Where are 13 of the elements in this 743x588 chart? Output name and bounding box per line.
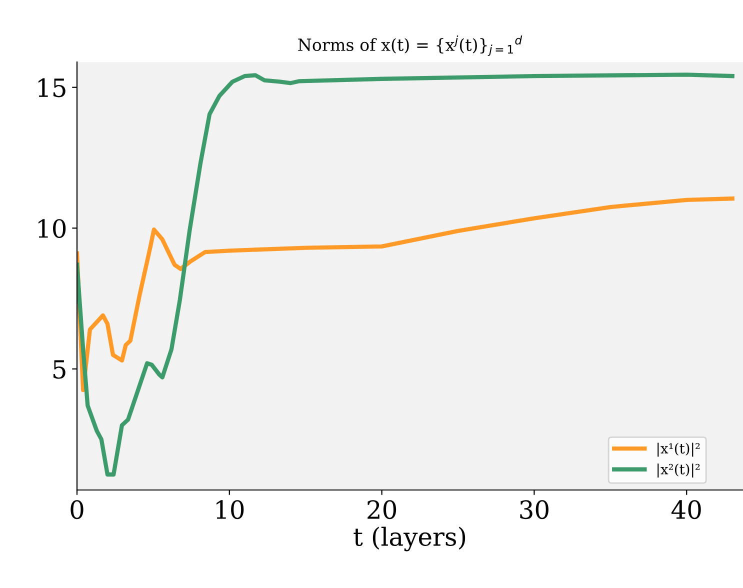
line-series (77, 72, 734, 477)
x-axis-title: t (layers) (354, 526, 466, 552)
legend-label: |x¹(t)|² (658, 442, 700, 457)
y-tick-label: 10 (38, 219, 66, 238)
y-tick-label: 5 (53, 360, 66, 379)
x-tick-label: 30 (520, 500, 548, 520)
chart-title: Norms of x(t) = {x$^{j}$(t)}$_{j=1}$$^{d}$ (298, 36, 522, 56)
legend-label: |x²(t)|² (658, 464, 700, 478)
y-tick-label: 15 (38, 78, 66, 98)
x-tick-label: 20 (368, 500, 396, 520)
x-tick-label: 0 (70, 500, 84, 520)
x-tick-label: 40 (671, 500, 701, 520)
x-tick-label: 10 (216, 500, 244, 520)
